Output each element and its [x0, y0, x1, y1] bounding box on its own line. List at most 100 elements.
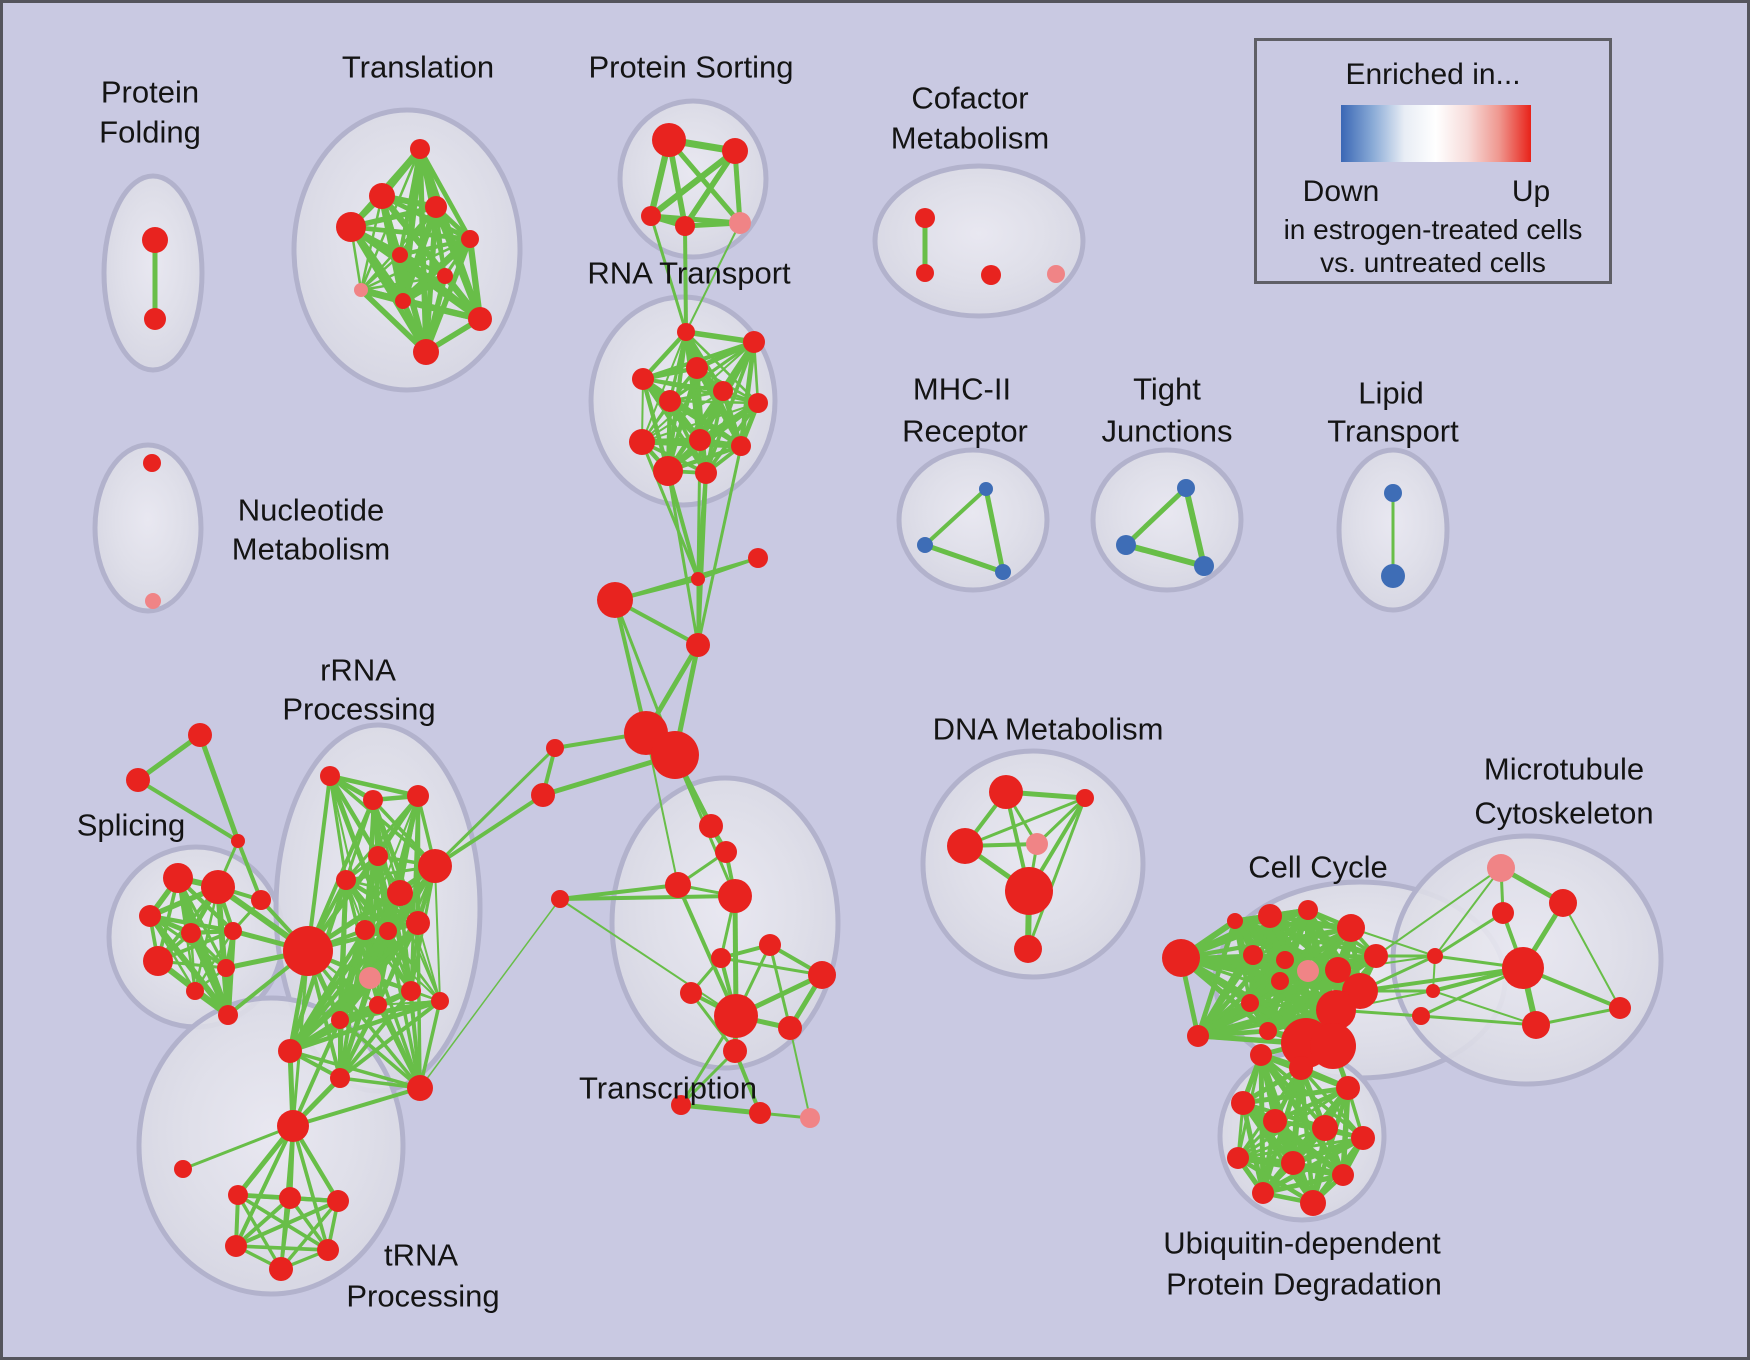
edge [291, 1125, 330, 1251]
edge [418, 1000, 442, 1089]
transcription-node [759, 934, 781, 956]
edge [434, 865, 441, 1002]
edge [1420, 1014, 1537, 1027]
rna-transport-node [659, 390, 681, 412]
edge [291, 1019, 342, 1127]
rrna-processing-node [331, 1011, 349, 1029]
rrna-processing-node [359, 967, 381, 989]
edge [1196, 958, 1287, 1038]
dna-metabolism-node [989, 775, 1023, 809]
protein-sorting-node [722, 138, 748, 164]
cell-cycle-node [1243, 945, 1263, 965]
cofactor-metabolism-node [1047, 265, 1065, 283]
edge [641, 331, 687, 443]
rna-transport-node [743, 331, 765, 353]
edge [676, 884, 738, 1017]
trna-processing-node [228, 1185, 248, 1205]
edge [682, 149, 738, 228]
ubiquitin-dependent-protein-degradation-node [1250, 1044, 1272, 1066]
mhc-ii-receptor-node [995, 564, 1011, 580]
edge [768, 944, 792, 1029]
cofactor-metabolism-ellipse [872, 163, 1086, 319]
rrna-processing-node [369, 996, 387, 1014]
mhc-ii-receptor-label: Receptor [902, 414, 1028, 449]
node-layer [126, 123, 1631, 1281]
lipid-transport-node [1381, 564, 1405, 588]
edge [640, 378, 671, 472]
transcription-node [680, 982, 702, 1004]
translation-label: Translation [342, 50, 494, 85]
edge [359, 288, 428, 354]
edge [237, 1193, 329, 1252]
nucleotide-metabolism-ellipse [92, 442, 204, 614]
edge [1337, 955, 1436, 971]
cell-cycle-node [1316, 990, 1356, 1030]
protein-folding-label: Folding [99, 115, 201, 150]
splicing-label: Splicing [77, 808, 186, 843]
edge [328, 775, 348, 881]
ubiquitin-dependent-protein-degradation-node [1252, 1182, 1274, 1204]
connector-node [231, 834, 245, 848]
transcription-node [715, 841, 737, 863]
nucleotide-metabolism-label: Metabolism [232, 532, 391, 567]
mhc-ii-receptor-label: MHC-II [913, 372, 1011, 407]
translation-node [336, 212, 366, 242]
edge [306, 949, 422, 1090]
cell-cycle-label: Cell Cycle [1248, 850, 1388, 885]
trna-processing-node [174, 1160, 192, 1178]
rrna-processing-node [363, 790, 383, 810]
edge [1359, 966, 1524, 993]
cell-cycle-node [1337, 914, 1365, 942]
cell-cycle-node [1271, 972, 1289, 990]
transcription-node [808, 961, 836, 989]
edge [338, 1018, 422, 1090]
rna-transport-node [629, 429, 655, 455]
edge [696, 445, 743, 646]
rna-transport-node [686, 357, 708, 379]
legend-gradient-bar [1341, 105, 1531, 162]
edge [193, 930, 235, 992]
cofactor-metabolism-node [916, 264, 934, 282]
edge [559, 894, 736, 901]
edge [685, 222, 741, 333]
edge [666, 401, 760, 473]
edge [423, 275, 448, 353]
transcription-node [671, 1095, 691, 1115]
splicing-node [217, 959, 235, 977]
microtubule-cytoskeleton-node [1522, 1011, 1550, 1039]
label-layer: Protein Folding Translation Protein Sorting… [77, 50, 1654, 1314]
edge [1535, 1006, 1621, 1027]
cofactor-metabolism-label: Cofactor [911, 81, 1028, 116]
cell-cycle-node [1241, 994, 1259, 1012]
edge [704, 401, 760, 475]
cell-cycle-node [1310, 1023, 1356, 1069]
protein-sorting-node [652, 123, 686, 157]
edge [235, 1199, 339, 1248]
edge [339, 1076, 421, 1090]
transcription-node [718, 879, 752, 913]
transcription-node [665, 872, 691, 898]
connector-node [597, 582, 633, 618]
edge [689, 992, 737, 1052]
edge [1237, 1136, 1364, 1160]
edge [669, 399, 759, 405]
connector-node [1427, 948, 1443, 964]
edge [738, 341, 757, 447]
protein-sorting-ellipse [617, 98, 769, 260]
mhc-ii-receptor-node [917, 537, 933, 553]
rna-transport-node [695, 462, 717, 484]
edge [720, 956, 823, 977]
connector-node [531, 783, 555, 807]
edge [338, 999, 442, 1080]
edge [666, 470, 700, 646]
translation-node [468, 307, 492, 331]
translation-node [461, 230, 479, 248]
microtubule-cytoskeleton-node [1609, 997, 1631, 1019]
rrna-processing-node [407, 1075, 433, 1101]
connector-node [651, 731, 699, 779]
cell-cycle-node [1325, 957, 1351, 983]
edge [306, 775, 332, 952]
ubiquitin-dependent-protein-degradation-node [1281, 1151, 1305, 1175]
edge [1026, 797, 1087, 950]
edge [182, 1124, 294, 1171]
